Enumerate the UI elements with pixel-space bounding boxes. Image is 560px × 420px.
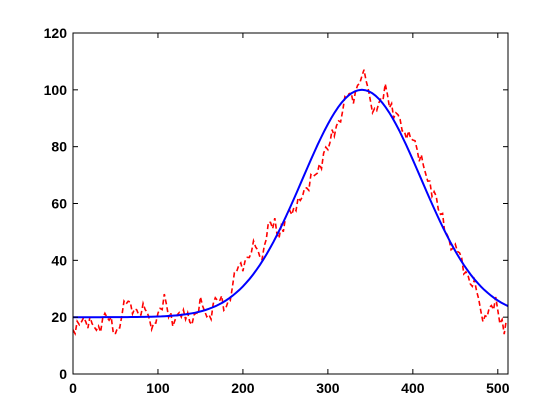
y-tick-label: 0	[59, 366, 67, 382]
axes-layer: 0 100 200 300 400 500 0 20 40 60 80 100 120	[44, 25, 510, 396]
series-fit-line	[73, 88, 508, 319]
series-layer	[73, 69, 508, 336]
y-tick-label: 80	[51, 139, 67, 155]
x-tick-label: 200	[231, 380, 255, 396]
y-tick-label: 40	[51, 252, 67, 268]
plot-box	[73, 33, 508, 374]
x-tick-label: 0	[69, 380, 77, 396]
y-tick-label: 120	[44, 25, 68, 41]
y-tick-label: 20	[51, 309, 67, 325]
plot-area	[73, 33, 508, 374]
x-tick-label: 500	[486, 380, 510, 396]
y-tick-label: 60	[51, 196, 67, 212]
x-tick-label: 400	[401, 380, 425, 396]
x-tick-label: 300	[316, 380, 340, 396]
x-tick-label: 100	[146, 380, 170, 396]
y-tick-label: 100	[44, 82, 68, 98]
